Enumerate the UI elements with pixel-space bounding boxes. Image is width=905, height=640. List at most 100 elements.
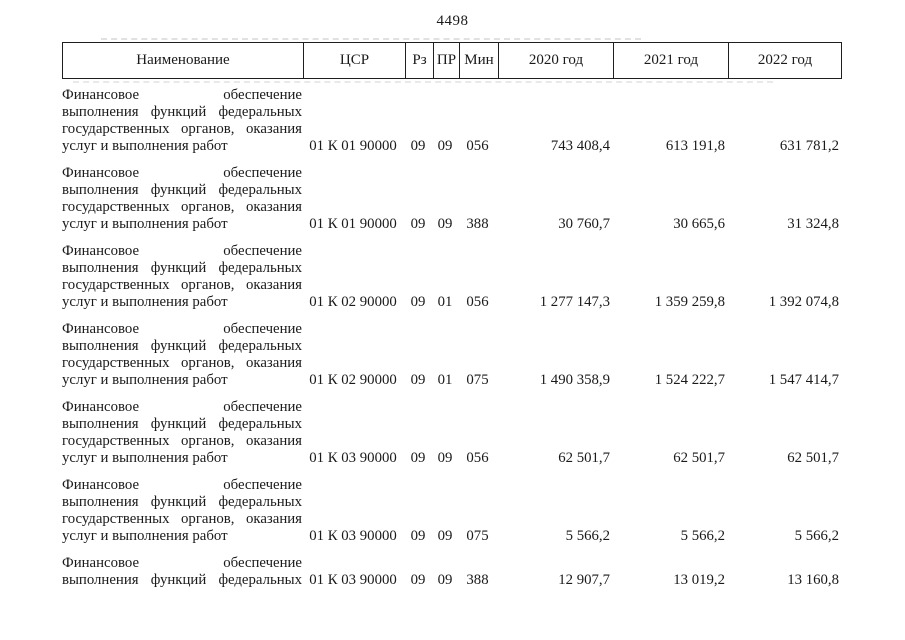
name-cell: Финансовое обеспечение выполнения функций… <box>62 243 302 311</box>
year-2022-cell: 62 501,7 <box>787 450 839 466</box>
min-cell: 056 <box>466 294 489 310</box>
header-cell-2022: 2022 год <box>728 43 841 78</box>
year-2021-cell: 30 665,6 <box>673 216 725 232</box>
rz-cell: 09 <box>410 372 426 388</box>
year-2021-cell: 62 501,7 <box>673 450 725 466</box>
rz-cell: 09 <box>410 216 426 232</box>
csr-cell: 01 К 02 90000 <box>309 294 397 310</box>
year-2021-cell: 13 019,2 <box>673 572 725 588</box>
header-cell-2021: 2021 год <box>613 43 728 78</box>
budget-table-header: Наименование ЦСР Рз ПР Мин 2020 год 2021… <box>62 38 842 83</box>
year-2020-cell: 743 408,4 <box>550 138 610 154</box>
rz-cell: 09 <box>410 572 426 588</box>
csr-cell: 01 К 01 90000 <box>309 216 397 232</box>
year-2020-cell: 12 907,7 <box>558 572 610 588</box>
pr-cell: 09 <box>437 450 453 466</box>
pr-cell: 01 <box>437 294 453 310</box>
year-2021-cell: 1 524 222,7 <box>654 372 725 388</box>
name-line: Финансовое обеспечение <box>62 477 302 493</box>
table-body: Финансовое обеспечение выполнения функций… <box>62 87 841 599</box>
name-cell: Финансовое обеспечение выполнения функций… <box>62 321 302 389</box>
table-row: Финансовое обеспечение выполнения функций… <box>62 399 841 467</box>
csr-cell: 01 К 02 90000 <box>309 372 397 388</box>
header-cell-2020: 2020 год <box>498 43 613 78</box>
name-line: выполнения функций федеральных <box>62 260 302 276</box>
name-line: государственных органов, оказания <box>62 277 302 293</box>
name-cell: Финансовое обеспечение выполнения функций… <box>62 165 302 233</box>
csr-cell: 01 К 03 90000 <box>309 450 397 466</box>
name-cell: Финансовое обеспечение выполнения функций… <box>62 477 302 545</box>
header-cell-csr: ЦСР <box>303 43 405 78</box>
pr-cell: 09 <box>437 528 453 544</box>
name-line: услуг и выполнения работ <box>62 528 228 544</box>
name-cell: Финансовое обеспечение выполнения функций… <box>62 399 302 467</box>
table-row: Финансовое обеспечение выполнения функций… <box>62 165 841 233</box>
name-line: государственных органов, оказания <box>62 199 302 215</box>
year-2021-cell: 5 566,2 <box>680 528 725 544</box>
pr-cell: 01 <box>437 372 453 388</box>
year-2022-cell: 1 547 414,7 <box>768 372 839 388</box>
name-line: Финансовое обеспечение <box>62 555 302 571</box>
year-2022-cell: 13 160,8 <box>787 572 839 588</box>
name-line: Финансовое обеспечение <box>62 399 302 415</box>
name-line: Финансовое обеспечение <box>62 87 302 103</box>
header-cell-pr: ПР <box>433 43 459 78</box>
name-line: государственных органов, оказания <box>62 121 302 137</box>
pr-cell: 09 <box>437 138 453 154</box>
csr-cell: 01 К 01 90000 <box>309 138 397 154</box>
csr-cell: 01 К 03 90000 <box>309 572 397 588</box>
year-2022-cell: 631 781,2 <box>779 138 839 154</box>
name-line: Финансовое обеспечение <box>62 243 302 259</box>
pr-cell: 09 <box>437 572 453 588</box>
header-cell-rz: Рз <box>405 43 433 78</box>
name-line: выполнения функций федеральных <box>62 104 302 120</box>
name-cell: Финансовое обеспечение выполнения функций… <box>62 87 302 155</box>
header-cell-name: Наименование <box>136 52 230 68</box>
name-line: Финансовое обеспечение <box>62 321 302 337</box>
name-line: услуг и выполнения работ <box>62 450 228 466</box>
rz-cell: 09 <box>410 294 426 310</box>
year-2021-cell: 1 359 259,8 <box>654 294 725 310</box>
name-line: Финансовое обеспечение <box>62 165 302 181</box>
name-line: государственных органов, оказания <box>62 433 302 449</box>
year-2022-cell: 1 392 074,8 <box>768 294 839 310</box>
csr-cell: 01 К 03 90000 <box>309 528 397 544</box>
name-line: выполнения функций федеральных <box>62 572 302 588</box>
name-cell: Финансовое обеспечение выполнения функций… <box>62 555 302 589</box>
pr-cell: 09 <box>437 216 453 232</box>
name-line: услуг и выполнения работ <box>62 372 228 388</box>
year-2020-cell: 1 277 147,3 <box>539 294 610 310</box>
year-2020-cell: 62 501,7 <box>558 450 610 466</box>
table-row: Финансовое обеспечение выполнения функций… <box>62 87 841 155</box>
min-cell: 056 <box>466 138 489 154</box>
rz-cell: 09 <box>410 450 426 466</box>
page-number: 4498 <box>436 13 469 29</box>
table-row: Финансовое обеспечение выполнения функций… <box>62 477 841 545</box>
name-line: услуг и выполнения работ <box>62 294 228 310</box>
name-line: услуг и выполнения работ <box>62 216 228 232</box>
name-line: выполнения функций федеральных <box>62 494 302 510</box>
min-cell: 075 <box>466 528 489 544</box>
rz-cell: 09 <box>410 138 426 154</box>
name-line: выполнения функций федеральных <box>62 182 302 198</box>
table-row: Финансовое обеспечение выполнения функций… <box>62 321 841 389</box>
name-line: государственных органов, оказания <box>62 355 302 371</box>
min-cell: 388 <box>466 572 489 588</box>
header-cell-min: Мин <box>459 43 498 78</box>
table-row: Финансовое обеспечение выполнения функций… <box>62 555 841 589</box>
year-2022-cell: 5 566,2 <box>794 528 839 544</box>
min-cell: 075 <box>466 372 489 388</box>
name-line: выполнения функций федеральных <box>62 338 302 354</box>
name-line: выполнения функций федеральных <box>62 416 302 432</box>
min-cell: 388 <box>466 216 489 232</box>
min-cell: 056 <box>466 450 489 466</box>
year-2021-cell: 613 191,8 <box>665 138 725 154</box>
rz-cell: 09 <box>410 528 426 544</box>
name-line: государственных органов, оказания <box>62 511 302 527</box>
year-2020-cell: 5 566,2 <box>565 528 610 544</box>
year-2022-cell: 31 324,8 <box>787 216 839 232</box>
name-line: услуг и выполнения работ <box>62 138 228 154</box>
year-2020-cell: 1 490 358,9 <box>539 372 610 388</box>
year-2020-cell: 30 760,7 <box>558 216 610 232</box>
